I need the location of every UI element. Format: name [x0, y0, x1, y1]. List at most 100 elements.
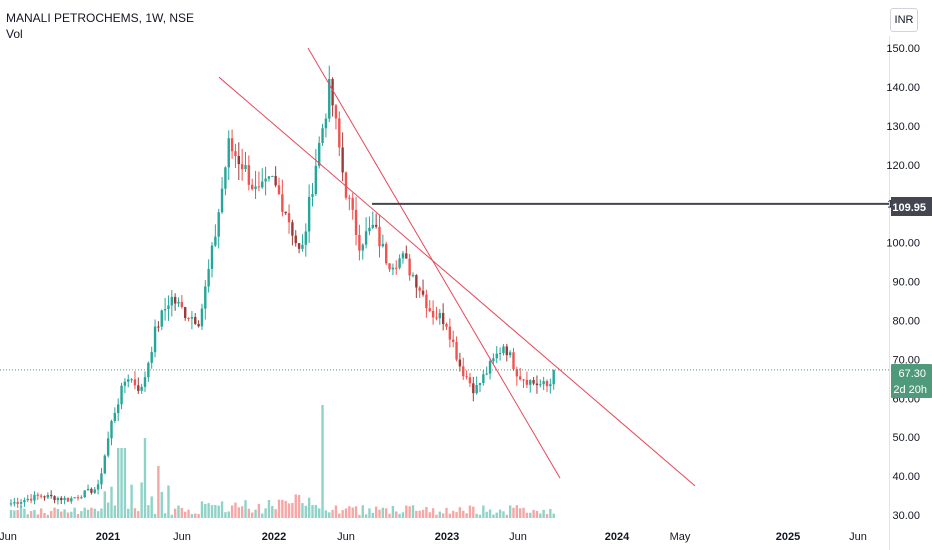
candle: [33, 491, 36, 505]
candle: [106, 431, 110, 458]
candle: [83, 490, 86, 498]
volume-bar: [190, 514, 194, 518]
candle: [361, 243, 364, 260]
candle: [117, 398, 120, 421]
volume-bar: [234, 502, 237, 518]
volume-bar: [287, 503, 291, 518]
candle: [23, 497, 26, 507]
volume-bar: [358, 514, 361, 518]
currency-button[interactable]: INR: [890, 8, 918, 32]
volume-bar: [60, 511, 63, 518]
volume-bar: [374, 506, 378, 518]
candle: [438, 309, 441, 325]
candle: [428, 300, 431, 313]
volume-bar: [70, 511, 73, 518]
time-tick-label: 2021: [96, 531, 120, 543]
volume-bar: [532, 509, 535, 518]
price-tick-label: 140.00: [886, 82, 920, 94]
volume-bar: [23, 508, 26, 518]
volume-bar: [46, 514, 50, 518]
volume-bar: [421, 509, 425, 518]
candle: [304, 223, 307, 257]
symbol-title[interactable]: MANALI PETROCHEMS, 1W, NSE: [6, 11, 195, 25]
volume-bar: [324, 510, 328, 518]
candle: [26, 494, 29, 503]
volume-bar: [465, 513, 468, 518]
candle: [100, 467, 103, 489]
volume-bar: [351, 507, 354, 518]
volume-bar: [53, 507, 56, 518]
candle: [197, 320, 200, 328]
trendlines[interactable]: [218, 47, 696, 487]
candle: [475, 376, 478, 395]
candle: [415, 274, 418, 299]
candle: [331, 77, 334, 117]
candle: [50, 490, 53, 499]
volume-bar: [214, 505, 217, 518]
volume-bar: [378, 509, 381, 518]
candle: [341, 132, 344, 182]
volume-bar: [488, 509, 492, 518]
candle: [261, 168, 264, 189]
candle: [140, 383, 143, 394]
candle: [163, 297, 167, 321]
candle: [43, 495, 46, 501]
candle: [492, 353, 495, 364]
candle: [297, 243, 301, 254]
volume-bar: [519, 508, 522, 518]
volume-bar: [354, 506, 358, 518]
volume-bar: [405, 505, 408, 518]
candle: [227, 130, 230, 181]
volume-bar: [150, 496, 153, 518]
candle: [150, 346, 153, 369]
last-price-label-bg: [891, 364, 932, 398]
volume-bar: [100, 508, 103, 518]
candle: [244, 151, 247, 172]
candle: [468, 372, 472, 388]
candle: [455, 336, 458, 362]
volume-bar: [445, 507, 448, 518]
candle: [240, 148, 244, 181]
candle: [485, 366, 488, 376]
volume-bar: [348, 506, 351, 518]
trendline-long[interactable]: [218, 76, 696, 487]
volume-bar: [539, 513, 542, 518]
volume-bar: [341, 510, 344, 518]
candle: [167, 295, 170, 321]
volume-bar: [56, 509, 60, 518]
volume-bar: [525, 512, 529, 518]
volume-bar: [73, 507, 76, 518]
volume-bar: [435, 514, 438, 518]
candle: [545, 379, 549, 392]
volume-bar: [331, 509, 334, 518]
volume-bar: [508, 505, 512, 518]
volume-bar: [160, 491, 163, 518]
candle: [478, 382, 482, 393]
candle: [130, 378, 133, 383]
volume-bar: [482, 505, 485, 518]
volume-bar: [130, 484, 133, 518]
candle: [96, 479, 100, 495]
candle: [398, 254, 401, 270]
trendline-steep[interactable]: [307, 47, 561, 479]
candle: [472, 376, 475, 402]
time-axis[interactable]: Jun 2021 Jun 2022 Jun 2023 Jun 2024 May 2025 Jun: [0, 531, 867, 543]
candle: [237, 142, 240, 180]
bar-countdown-label: 2d 20h: [893, 384, 927, 396]
volume-indicator-label[interactable]: Vol: [6, 27, 23, 41]
volume-bar: [257, 503, 261, 518]
candle: [311, 182, 314, 207]
price-axis[interactable]: 150.00140.00130.00120.00110.00100.0090.0…: [886, 36, 932, 550]
time-tick-label: May: [670, 531, 691, 543]
volume-bar: [63, 509, 66, 518]
candle: [39, 493, 43, 499]
candle: [512, 348, 515, 371]
volume-bar: [113, 505, 117, 518]
candle: [539, 379, 542, 388]
candle: [271, 175, 274, 177]
volume-bar: [438, 511, 441, 518]
volume-bar: [140, 482, 143, 518]
candle: [80, 495, 83, 499]
volume-bar: [411, 505, 415, 518]
